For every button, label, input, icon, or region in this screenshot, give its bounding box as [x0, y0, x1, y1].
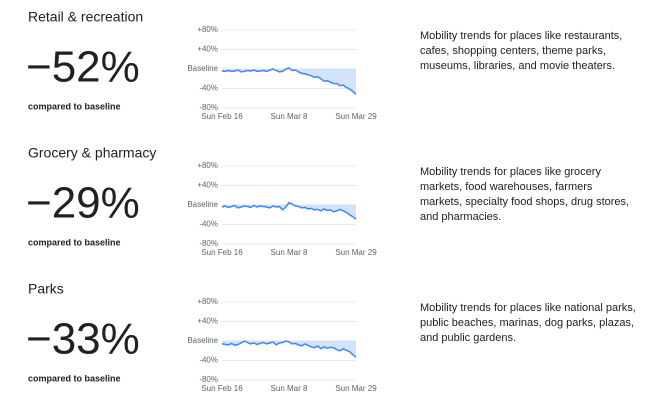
y-tick-label: -40%: [199, 220, 218, 229]
description-line: Mobility trends for places like grocery: [420, 166, 601, 178]
area: [222, 202, 356, 220]
y-tick-label: +80%: [197, 297, 218, 306]
y-tick-label: -80%: [199, 239, 218, 248]
y-tick-label: -80%: [199, 103, 218, 112]
description-line: and public gardens.: [420, 332, 516, 344]
y-tick-label: -40%: [199, 356, 218, 365]
description-line: cafes, shopping centers, theme parks,: [420, 45, 606, 57]
y-tick-label: Baseline: [187, 64, 218, 73]
description-line: markets, food warehouses, farmers: [420, 181, 593, 193]
x-tick-label: Sun Mar 29: [335, 112, 377, 121]
x-tick-label: Sun Feb 16: [201, 112, 243, 121]
panel-title: Parks: [28, 281, 64, 297]
x-tick-label: Sun Feb 16: [201, 384, 243, 393]
description-line: public beaches, marinas, dog parks, plaz…: [420, 317, 634, 329]
description-line: markets, specialty food shops, drug stor…: [420, 196, 629, 208]
area: [222, 68, 356, 95]
caption: compared to baseline: [28, 237, 121, 247]
y-tick-label: +80%: [197, 25, 218, 34]
panel-title: Retail & recreation: [28, 9, 143, 25]
trend-line: [221, 340, 357, 358]
x-tick-label: Sun Feb 16: [201, 248, 243, 257]
x-tick-label: Sun Mar 8: [271, 248, 308, 257]
headline-value: −29%: [26, 179, 140, 228]
caption: compared to baseline: [28, 373, 121, 383]
headline-value: −33%: [26, 315, 140, 364]
y-tick-label: -80%: [199, 375, 218, 384]
x-tick-label: Sun Mar 29: [335, 248, 377, 257]
y-tick-label: +80%: [197, 161, 218, 170]
y-tick-label: +40%: [197, 181, 218, 190]
y-tick-label: +40%: [197, 317, 218, 326]
panel-title: Grocery & pharmacy: [28, 145, 156, 161]
panel: Parks −33% compared to baseline Mobility tr…: [26, 281, 636, 393]
area: [222, 341, 356, 358]
x-tick-label: Sun Mar 8: [271, 384, 308, 393]
description-line: Mobility trends for places like restaura…: [420, 30, 622, 42]
description-line: museums, libraries, and movie theaters.: [420, 60, 615, 72]
trend-line: [221, 67, 357, 95]
panel: Grocery & pharmacy −29% compared to baseli…: [26, 145, 629, 257]
y-tick-label: Baseline: [187, 336, 218, 345]
headline-value: −52%: [26, 43, 140, 92]
caption: compared to baseline: [28, 101, 121, 111]
y-tick-label: +40%: [197, 45, 218, 54]
panel: Retail & recreation −52% compared to basel…: [26, 9, 622, 121]
x-tick-label: Sun Mar 29: [335, 384, 377, 393]
x-tick-label: Sun Mar 8: [271, 112, 308, 121]
y-tick-label: -40%: [199, 84, 218, 93]
y-tick-label: Baseline: [187, 200, 218, 209]
trend-line: [221, 201, 357, 220]
description-line: Mobility trends for places like national…: [420, 302, 636, 314]
description-line: and pharmacies.: [420, 211, 501, 223]
